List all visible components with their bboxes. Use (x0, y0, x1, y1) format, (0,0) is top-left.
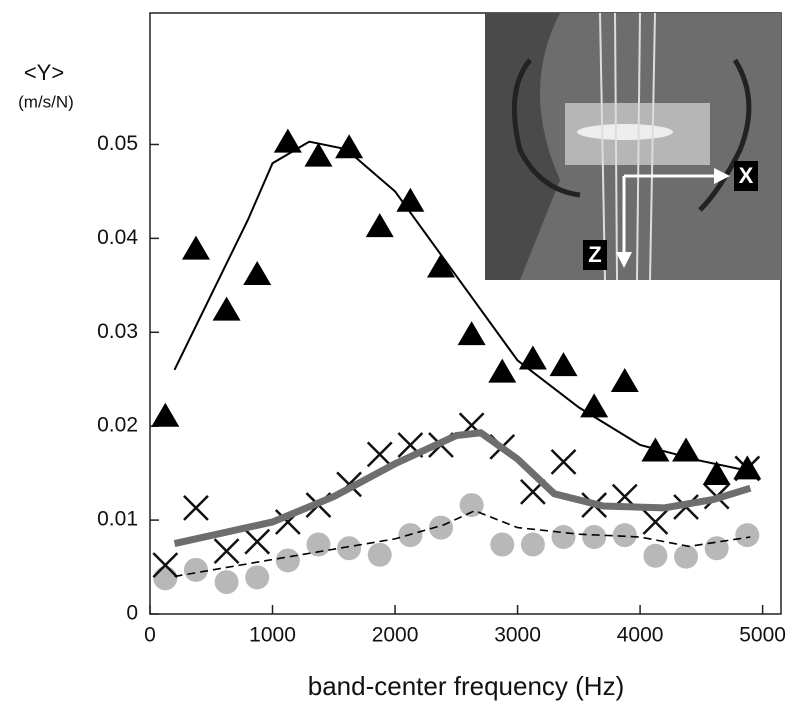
y-tick-label: 0.01 (97, 508, 138, 531)
string (636, 12, 641, 281)
inset-photo: X Z (485, 12, 781, 281)
fit-line (173, 140, 751, 473)
plot-data (151, 128, 762, 595)
x-tick-label: 3000 (494, 624, 541, 647)
triangle-marker (610, 368, 639, 393)
y-tick-label: 0.05 (97, 132, 138, 155)
triangle-marker (181, 235, 210, 260)
fit-line (173, 429, 752, 547)
circle-marker (275, 548, 300, 573)
f-hole-right (698, 58, 752, 212)
cross-marker (642, 509, 669, 535)
triangle-marker (518, 345, 547, 370)
circle-marker (306, 532, 331, 557)
circle-marker (367, 542, 392, 567)
circle-marker (582, 524, 607, 549)
circle-marker (735, 523, 760, 548)
inset-bridge (577, 124, 673, 140)
plot-frame (149, 12, 782, 615)
triangle-marker (212, 296, 241, 321)
x-tick-label: 2000 (372, 624, 419, 647)
circle-marker (704, 536, 729, 561)
circle-marker (551, 524, 576, 549)
triangle-marker (733, 455, 762, 480)
x-tick-label: 4000 (617, 624, 664, 647)
circle-marker (459, 493, 484, 518)
y-axis-label: <Y> (24, 60, 64, 85)
circle-marker (674, 544, 699, 569)
string (599, 12, 606, 281)
circle-marker (490, 532, 515, 557)
triangle-marker (396, 187, 425, 212)
string (614, 12, 618, 281)
circle-marker (337, 536, 362, 561)
inset-label: Z (588, 242, 601, 267)
z-arrowhead (616, 252, 632, 268)
y-tick-label: 0.04 (97, 226, 138, 249)
cross-marker (183, 495, 209, 521)
x-tick-label: 0 (144, 624, 156, 647)
triangle-marker (304, 142, 333, 167)
f-hole-left (511, 58, 581, 198)
x-tick-label: 5000 (739, 624, 786, 647)
string (649, 12, 656, 281)
triangle-marker (273, 128, 302, 153)
inset-label: X (739, 163, 754, 188)
circle-marker (643, 543, 668, 568)
y-tick-label: 0.02 (97, 414, 138, 437)
z-label-box (583, 240, 607, 270)
circle-marker (520, 532, 545, 557)
cross-marker (550, 448, 577, 475)
circle-marker (214, 570, 239, 595)
y-tick-label: 0 (126, 602, 138, 625)
cross-marker (152, 552, 179, 579)
triangle-marker (335, 134, 364, 159)
circle-marker (183, 557, 208, 582)
triangle-marker (457, 321, 486, 346)
x-axis-label: band-center frequency (Hz) (308, 671, 624, 701)
triangle-marker (426, 253, 455, 278)
x-arrowhead (714, 168, 730, 184)
triangle-marker (365, 213, 394, 238)
cross-marker (213, 538, 240, 564)
triangle-marker (702, 461, 731, 486)
triangle-marker (549, 352, 578, 377)
circle-marker (153, 566, 178, 591)
y-tick-label: 0.03 (97, 320, 138, 343)
triangle-marker (488, 358, 517, 383)
inset-shadow (485, 13, 560, 280)
circle-marker (612, 523, 637, 548)
triangle-marker (151, 402, 180, 427)
cross-marker (244, 528, 271, 555)
cross-marker (366, 441, 393, 468)
y-axis-unit: (m/s/N) (18, 92, 74, 111)
x-tick-label: 1000 (249, 624, 296, 647)
fit-line (174, 509, 751, 578)
circle-marker (428, 515, 453, 540)
triangle-marker (243, 260, 272, 285)
triangle-marker (580, 393, 609, 418)
x-label-box (734, 161, 758, 191)
circle-marker (245, 565, 270, 590)
